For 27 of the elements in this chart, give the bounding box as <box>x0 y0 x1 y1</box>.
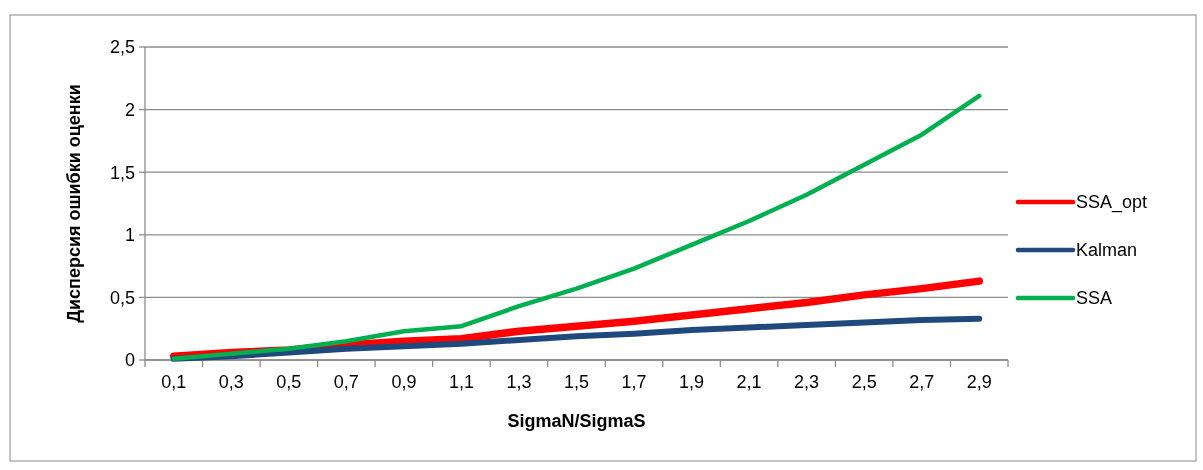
y-axis-title: Дисперсия ошибки оценки <box>64 84 84 323</box>
x-tick-label: 2,7 <box>909 372 935 392</box>
x-tick-label: 2,9 <box>966 372 992 392</box>
x-tick-label: 1,3 <box>506 372 532 392</box>
x-tick-label: 1,1 <box>448 372 474 392</box>
y-tick-label: 1 <box>124 225 135 246</box>
x-tick-label: 0,7 <box>333 372 359 392</box>
x-tick-label: 0,1 <box>161 372 187 392</box>
x-tick-label: 2,1 <box>736 372 762 392</box>
legend-label: SSA <box>1076 288 1113 309</box>
x-tick-label: 2,5 <box>851 372 877 392</box>
y-tick-label: 2 <box>124 99 135 120</box>
x-axis-title: SigmaN/SigmaS <box>507 411 646 431</box>
x-tick-label: 0,3 <box>218 372 244 392</box>
x-tick-label: 0,5 <box>276 372 302 392</box>
y-tick-label: 0,5 <box>109 287 135 308</box>
x-tick-label: 1,7 <box>621 372 647 392</box>
legend-label: Kalman <box>1076 240 1138 261</box>
y-tick-label: 1,5 <box>109 162 135 183</box>
line-series <box>171 93 982 361</box>
y-tick-label: 2,5 <box>109 37 135 58</box>
x-tick-label: 0,9 <box>391 372 417 392</box>
x-tick-label: 1,5 <box>563 372 590 392</box>
x-tick-label: 2,3 <box>794 372 820 392</box>
x-tick-label: 1,9 <box>679 372 705 392</box>
y-tick-label: 0 <box>124 350 135 371</box>
legend-label: SSA_opt <box>1076 192 1148 214</box>
